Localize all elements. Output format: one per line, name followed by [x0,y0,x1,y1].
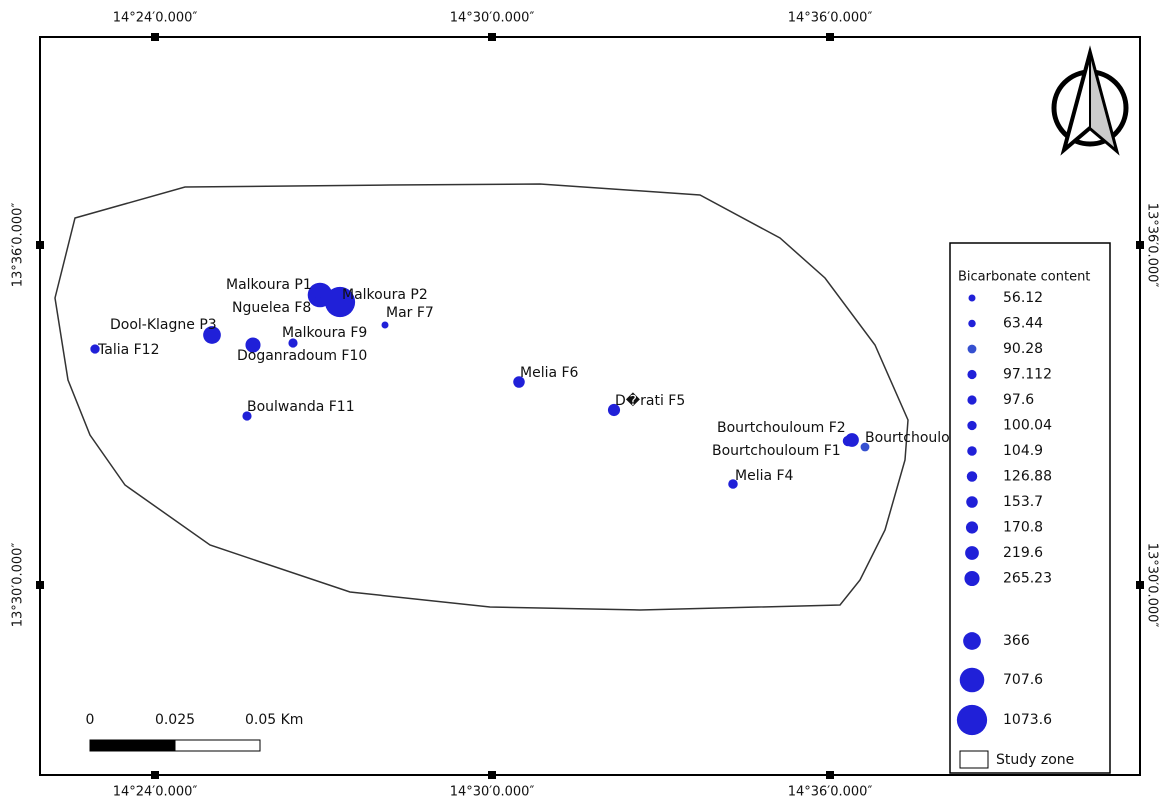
graticule-tick [1136,581,1144,589]
legend-label: 366 [1003,633,1030,649]
graticule-label: 13°36′0.000″ [11,203,26,288]
scale-label: 0 [86,712,95,728]
graticule-label: 14°30′0.000″ [450,785,535,800]
point-label: Malkoura P2 [342,287,428,303]
point-label: Dool-Klagne P3 [110,317,217,333]
point-label: Melia F6 [520,365,579,381]
point-label: D�rati F5 [615,392,685,409]
graticule-tick [488,771,496,779]
legend-symbol [967,446,977,456]
graticule-label: 14°30′0.000″ [450,11,535,26]
sample-point [860,442,870,452]
sample-point [314,296,322,304]
graticule-label: 13°36′0.000″ [1145,203,1160,288]
legend-symbol [967,369,977,380]
graticule-label: 13°30′0.000″ [1145,543,1160,628]
point-label: Melia F4 [735,468,794,484]
graticule-tick [151,771,159,779]
graticule-label: 14°24′0.000″ [113,11,198,26]
legend-label: 219.6 [1003,545,1043,561]
legend-symbol [967,344,977,354]
sample-point [90,344,100,354]
legend-symbol [964,570,980,587]
scale-label: 0.05 Km [245,712,303,728]
sample-point [324,286,356,318]
point-label: Bourtchoulo [865,430,950,446]
legend-label: 104.9 [1003,443,1043,459]
graticule-tick [826,33,834,41]
sample-point [607,403,621,417]
legend-symbol [968,294,976,302]
legend-symbol [968,319,976,328]
point-label: Malkoura P1 [226,277,312,293]
sample-point [242,411,252,421]
legend-symbol [966,496,978,508]
scale-bar [89,739,261,752]
sample-point [288,338,298,348]
graticule-tick [826,771,834,779]
legend-label: 56.12 [1003,290,1043,306]
graticule-tick [151,33,159,41]
legend-label: 170.8 [1003,520,1043,536]
point-label: Mar F7 [386,305,434,321]
legend-symbol [959,667,985,693]
legend-label: 126.88 [1003,469,1052,485]
legend-swatch [959,750,989,769]
graticule-tick [1136,241,1144,249]
point-label: Malkoura F9 [282,325,367,341]
legend-title: Bicarbonate content [958,270,1090,285]
sample-point [381,321,389,329]
point-label: Bourtchouloum F1 [712,443,841,459]
point-label: Boulwanda F11 [247,399,355,415]
legend-label: 707.6 [1003,672,1043,688]
study-zone [54,183,909,611]
graticule-tick [36,241,44,249]
graticule-label: 14°36′0.000″ [788,11,873,26]
legend-label: 100.04 [1003,418,1052,434]
legend-label: 97.6 [1003,392,1034,408]
legend-symbol [956,704,988,736]
legend-label: Study zone [996,752,1074,768]
legend-symbol [967,395,977,405]
graticule-tick [36,581,44,589]
scale-label: 0.025 [155,712,195,728]
legend-label: 63.44 [1003,316,1043,332]
legend-symbol [963,632,981,650]
legend-symbol [965,521,979,534]
sample-point [842,435,854,447]
point-label: Doganradoum F10 [237,348,367,364]
point-label: Nguelea F8 [232,300,311,316]
legend-label: 1073.6 [1003,712,1052,728]
legend-label: 265.23 [1003,571,1052,587]
graticule-tick [488,33,496,41]
legend-symbol [967,420,977,431]
legend-label: 153.7 [1003,494,1043,510]
legend-label: 97.112 [1003,367,1052,383]
point-label: Talia F12 [97,342,160,358]
point-label: Bourtchouloum F2 [717,420,846,436]
legend-symbol [966,471,978,482]
legend-symbol [965,546,979,560]
sample-point [203,326,221,344]
sample-point [728,479,738,489]
north-arrow [1051,45,1129,156]
graticule-label: 14°36′0.000″ [788,785,873,800]
legend-label: 90.28 [1003,341,1043,357]
sample-point [513,376,525,388]
graticule-label: 14°24′0.000″ [113,785,198,800]
sample-point [245,337,261,353]
graticule-label: 13°30′0.000″ [11,543,26,628]
